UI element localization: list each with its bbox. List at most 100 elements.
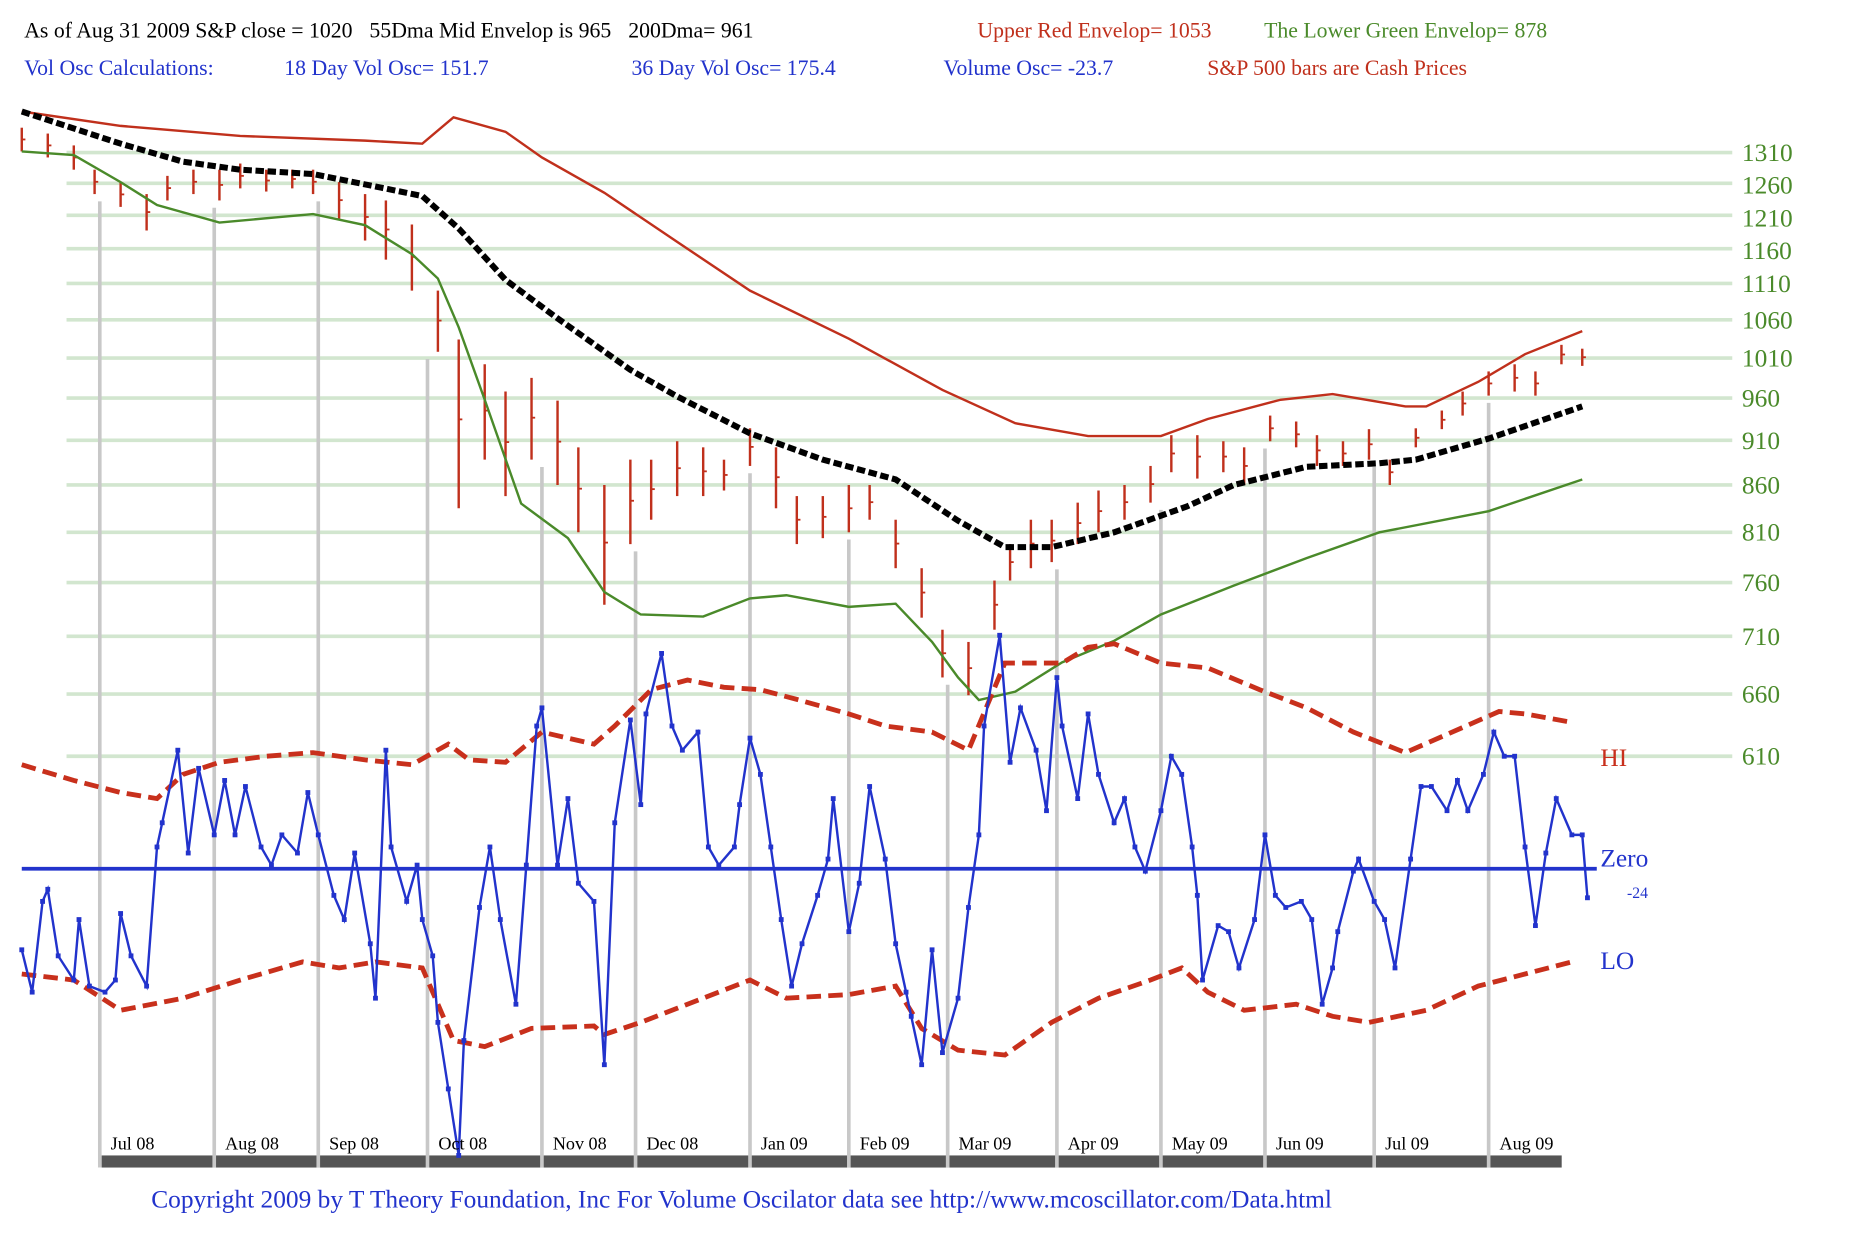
oscillator-point — [1132, 844, 1138, 850]
oscillator-point — [1418, 784, 1424, 789]
oscillator-point — [919, 1062, 925, 1068]
oscillator-point — [1179, 771, 1185, 777]
month-label: Dec 08 — [646, 1133, 698, 1153]
oscillator-point — [159, 820, 165, 826]
oscillator-point — [1533, 923, 1538, 929]
oscillator-point — [1444, 808, 1450, 814]
oscillator-point — [1330, 965, 1335, 971]
oscillator-point — [976, 832, 982, 838]
oscillator-point — [1096, 771, 1101, 777]
oscillator-point — [1382, 917, 1388, 922]
oscillator-point — [1408, 856, 1414, 862]
header-line2-item: 36 Day Vol Osc= 175.4 — [631, 56, 835, 80]
oscillator-point — [487, 844, 493, 850]
month-label: Aug 08 — [225, 1133, 279, 1153]
zero-label: Zero — [1600, 844, 1648, 872]
oscillator-point — [555, 862, 560, 868]
oscillator-point — [331, 892, 337, 898]
price-tick-label: 1310 — [1742, 139, 1793, 167]
oscillator-point — [789, 983, 795, 989]
oscillator-point — [1569, 832, 1575, 838]
lo-label: LO — [1600, 947, 1634, 975]
oscillator-point — [1252, 917, 1257, 922]
oscillator-point — [643, 711, 649, 717]
oscillator-point — [627, 717, 633, 723]
oscillator-point — [1215, 923, 1221, 929]
oscillator-point — [1491, 729, 1497, 735]
oscillator-point — [1309, 917, 1315, 922]
price-tick-label: 1060 — [1742, 306, 1793, 334]
oscillator-point — [243, 784, 248, 789]
oscillator-point — [279, 832, 285, 838]
oscillator-point — [144, 983, 150, 989]
oscillator-point — [929, 947, 935, 953]
header-line1-item: Upper Red Envelop= 1053 — [977, 19, 1211, 43]
oscillator-point — [352, 850, 358, 856]
month-label: May 09 — [1172, 1133, 1228, 1153]
oscillator-point — [940, 1050, 945, 1056]
oscillator-point — [102, 989, 108, 995]
month-label: Sep 08 — [329, 1133, 379, 1153]
header-line1-item: As of Aug 31 2009 S&P close = 1020 — [24, 19, 352, 43]
price-tick-label: 760 — [1742, 569, 1780, 597]
price-tick-label: 610 — [1742, 743, 1780, 771]
hi-band-line — [21, 641, 1573, 802]
oscillator-point — [882, 856, 888, 862]
price-tick-label: 660 — [1742, 681, 1780, 709]
oscillator-point — [997, 632, 1003, 638]
oscillator-point — [612, 820, 618, 826]
oscillator-point — [1455, 778, 1460, 783]
oscillator-point — [419, 917, 425, 922]
oscillator-point — [908, 1013, 914, 1019]
oscillator-point — [1054, 675, 1060, 681]
oscillator-point — [388, 844, 394, 850]
oscillator-point — [71, 977, 77, 983]
oscillator-point — [1543, 850, 1549, 856]
oscillator-point — [1428, 784, 1434, 789]
oscillator-point — [523, 862, 529, 868]
oscillator-point — [1319, 1001, 1325, 1007]
oscillator-point — [295, 850, 300, 856]
oscillator-point — [768, 844, 774, 850]
oscillator-point — [830, 796, 836, 802]
oscillator-point — [893, 941, 899, 947]
oscillator-point — [1033, 747, 1039, 753]
oscillator-point — [966, 905, 971, 910]
oscillator-point — [211, 832, 217, 838]
oscillator-point — [456, 1153, 462, 1158]
header-line2-item: 18 Day Vol Osc= 151.7 — [284, 56, 488, 80]
price-tick-label: 960 — [1742, 385, 1780, 413]
header-line1-item: The Lower Green Envelop= 878 — [1264, 19, 1547, 43]
oscillator-point — [1272, 892, 1278, 898]
oscillator-point — [315, 832, 321, 838]
oscillator-point — [1189, 844, 1195, 850]
oscillator-point — [1075, 796, 1081, 802]
oscillator-point — [591, 898, 597, 904]
oscillator-point — [1111, 820, 1117, 826]
oscillator-point — [414, 862, 420, 868]
oscillator-point — [1200, 977, 1205, 983]
oscillator-point — [86, 983, 92, 989]
month-label: Jun 09 — [1276, 1133, 1324, 1153]
oscillator-point — [1371, 898, 1377, 904]
oscillator-point — [1522, 844, 1528, 850]
month-lines — [97, 201, 1562, 1168]
oscillator-point — [435, 1019, 441, 1025]
volume-oscillator — [19, 632, 1597, 1158]
oscillator-point — [1481, 771, 1486, 777]
oscillator-point — [565, 796, 571, 802]
oscillator-point — [955, 995, 961, 1001]
header-line1-item: 200Dma= 961 — [628, 19, 753, 43]
oscillator-point — [903, 989, 909, 995]
price-gridlines — [66, 150, 1733, 759]
oscillator-point — [575, 880, 581, 886]
oscillator-point — [1262, 832, 1268, 838]
envelope-lines — [20, 108, 1584, 702]
oscillator-point — [461, 1038, 467, 1043]
price-tick-label: 860 — [1742, 471, 1780, 499]
oscillator-point — [383, 747, 389, 753]
oscillator-point — [747, 735, 753, 741]
oscillator-point — [669, 723, 675, 729]
oscillator-point — [1350, 868, 1356, 874]
